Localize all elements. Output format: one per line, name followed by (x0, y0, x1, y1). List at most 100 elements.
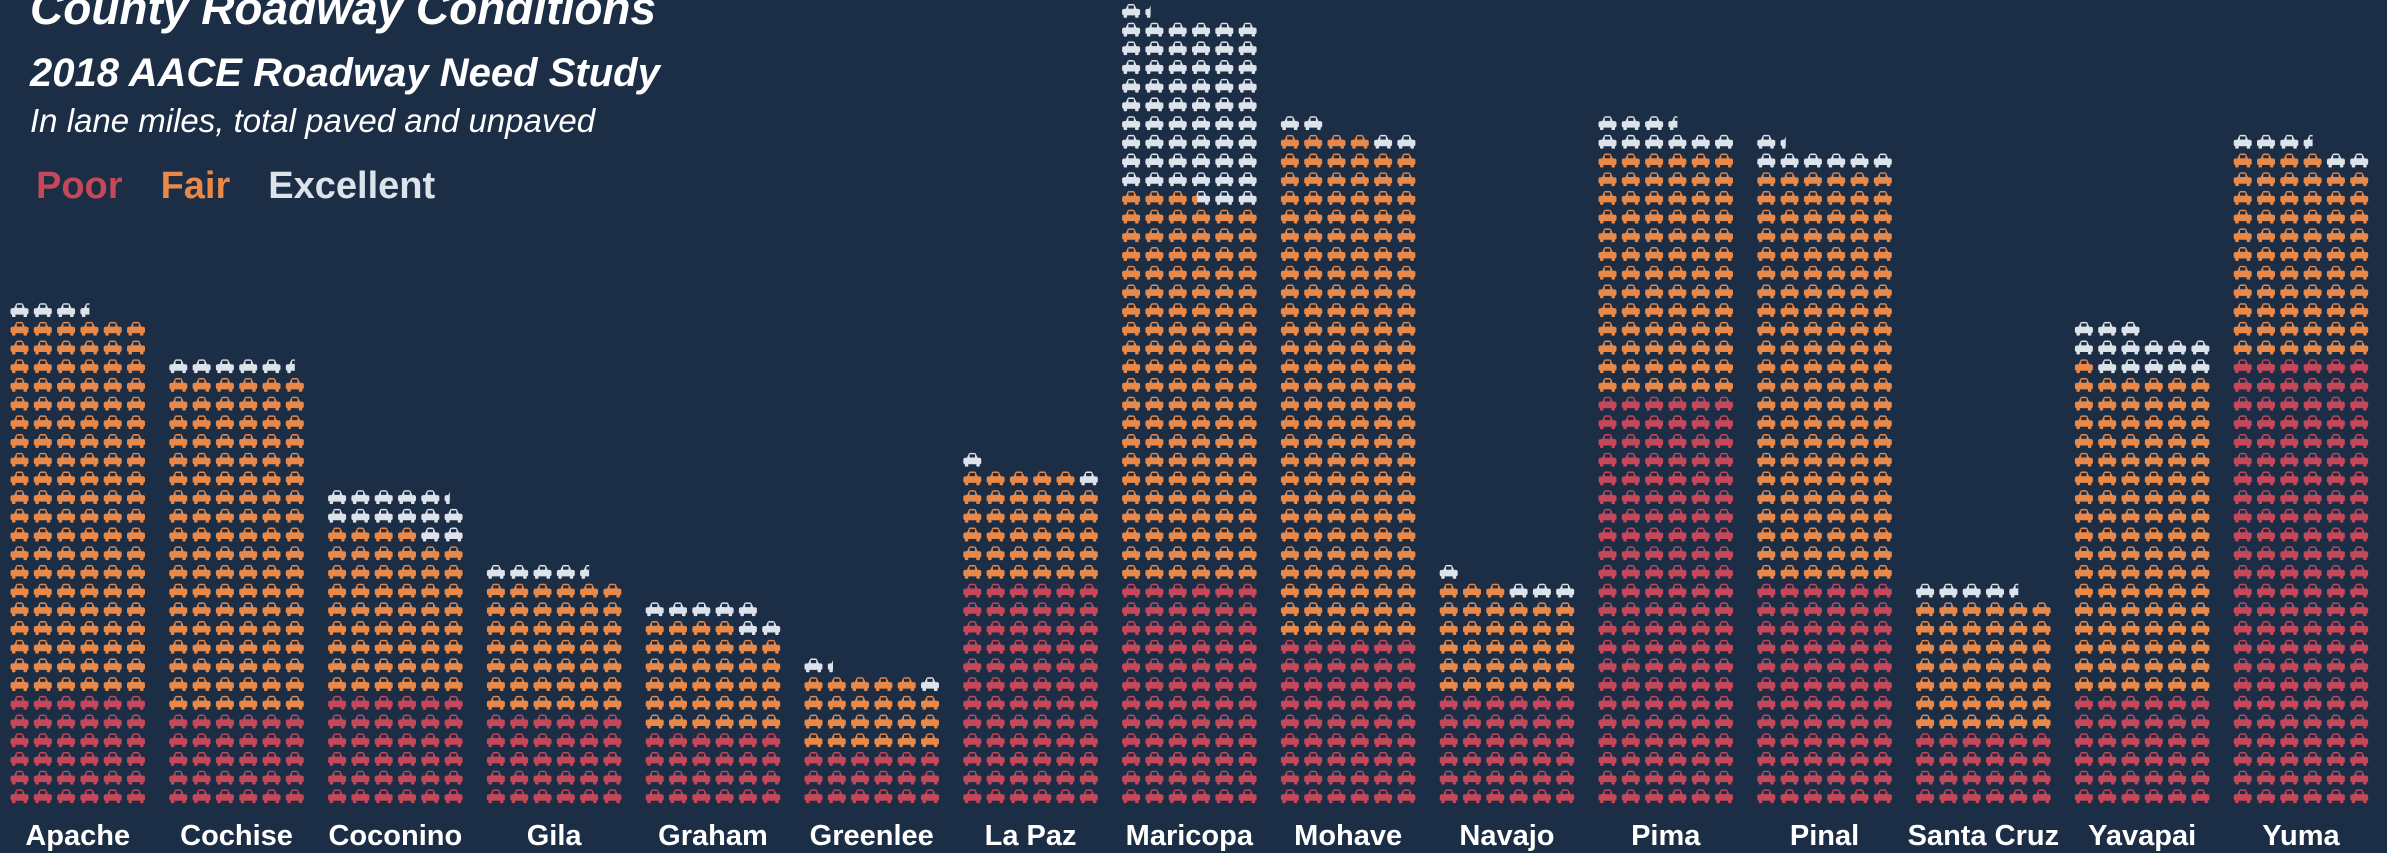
car-slot (10, 434, 29, 448)
car-window (133, 678, 139, 682)
car-body (169, 532, 188, 539)
car-icon (645, 789, 664, 804)
car-icon (444, 695, 463, 710)
car-slot (215, 527, 234, 542)
car-wheel (693, 725, 698, 729)
car-wheel (182, 501, 186, 505)
car-slot (444, 714, 463, 729)
car-window (268, 566, 275, 570)
car-clip (169, 639, 188, 654)
car-window (427, 585, 433, 589)
car-slot (556, 714, 575, 729)
car-slot (738, 789, 757, 804)
car-clip (169, 527, 188, 542)
car-icon (169, 621, 188, 635)
car-slot (10, 452, 29, 467)
car-body (1033, 738, 1052, 745)
car-icon (80, 677, 99, 692)
car-clip (510, 789, 529, 804)
car-icon (103, 452, 122, 467)
car-clip (444, 789, 463, 804)
car-clip (192, 490, 211, 505)
car-wheel (523, 613, 527, 617)
car-wheel (128, 650, 132, 654)
car-icon (80, 490, 99, 505)
car-clip (215, 434, 234, 448)
car-wheel (217, 538, 221, 542)
car-wheel (1069, 800, 1073, 804)
car-wheel (1011, 725, 1015, 729)
car-clip (874, 714, 893, 729)
car-wheel (728, 725, 733, 729)
car-wheel (616, 706, 620, 710)
car-window (652, 641, 658, 645)
car-slot (669, 733, 687, 748)
car-window (450, 678, 457, 682)
car-icon (33, 751, 52, 766)
car-wheel (105, 332, 109, 336)
car-wheel (593, 688, 597, 692)
car-slot (1009, 770, 1028, 785)
car-window (539, 790, 546, 795)
car-body (556, 607, 575, 614)
car-wheel (705, 762, 709, 766)
car-slot (127, 359, 145, 374)
car-clip (897, 733, 916, 748)
car-body (33, 588, 52, 596)
car-icon (510, 733, 529, 748)
car-wheel (341, 762, 345, 766)
car-icon (215, 583, 234, 598)
car-window (40, 435, 46, 439)
car-wheel (170, 632, 175, 635)
car-icon (239, 695, 258, 710)
car-slot (444, 658, 463, 673)
car-window (16, 772, 23, 776)
car-wheel (499, 650, 504, 654)
car-clip (215, 377, 234, 392)
car-slot (10, 770, 29, 785)
car-slot (33, 639, 52, 654)
car-clip (351, 751, 370, 766)
car-window (1062, 734, 1069, 738)
car-wheel (105, 388, 109, 392)
car-wheel (658, 613, 663, 617)
car-wheel (376, 650, 380, 654)
car-body (603, 756, 622, 764)
car-icon (444, 527, 463, 542)
car-wheel (434, 632, 438, 635)
car-window (63, 641, 69, 645)
car-wheel (264, 407, 268, 411)
car-body (1009, 775, 1028, 783)
car-slot (762, 733, 781, 748)
car-clip (169, 434, 188, 448)
car-body (80, 700, 99, 708)
car-wheel (604, 800, 609, 804)
car-body (1033, 756, 1052, 764)
car-clip (239, 621, 258, 635)
car-wheel (864, 762, 868, 766)
car-window (745, 772, 751, 776)
car-wheel (457, 744, 462, 748)
car-clip (762, 695, 781, 710)
car-icon (398, 508, 416, 523)
car-wheel (840, 800, 845, 804)
car-window (745, 790, 751, 795)
car-wheel (817, 669, 821, 673)
car-body (169, 682, 188, 689)
car-window (175, 603, 181, 608)
car-wheel (546, 762, 550, 766)
car-wheel (194, 725, 198, 729)
car-window (675, 660, 681, 664)
car-clip (169, 564, 188, 579)
car-slot (580, 639, 599, 654)
car-wheel (399, 538, 403, 542)
car-wheel (434, 762, 438, 766)
car-clip (556, 733, 575, 748)
car-window (334, 547, 340, 551)
car-wheel (275, 725, 279, 729)
car-body (351, 644, 370, 652)
car-wheel (264, 762, 268, 766)
car-slot (103, 583, 122, 598)
car-wheel (751, 613, 756, 617)
car-wheel (12, 351, 16, 355)
